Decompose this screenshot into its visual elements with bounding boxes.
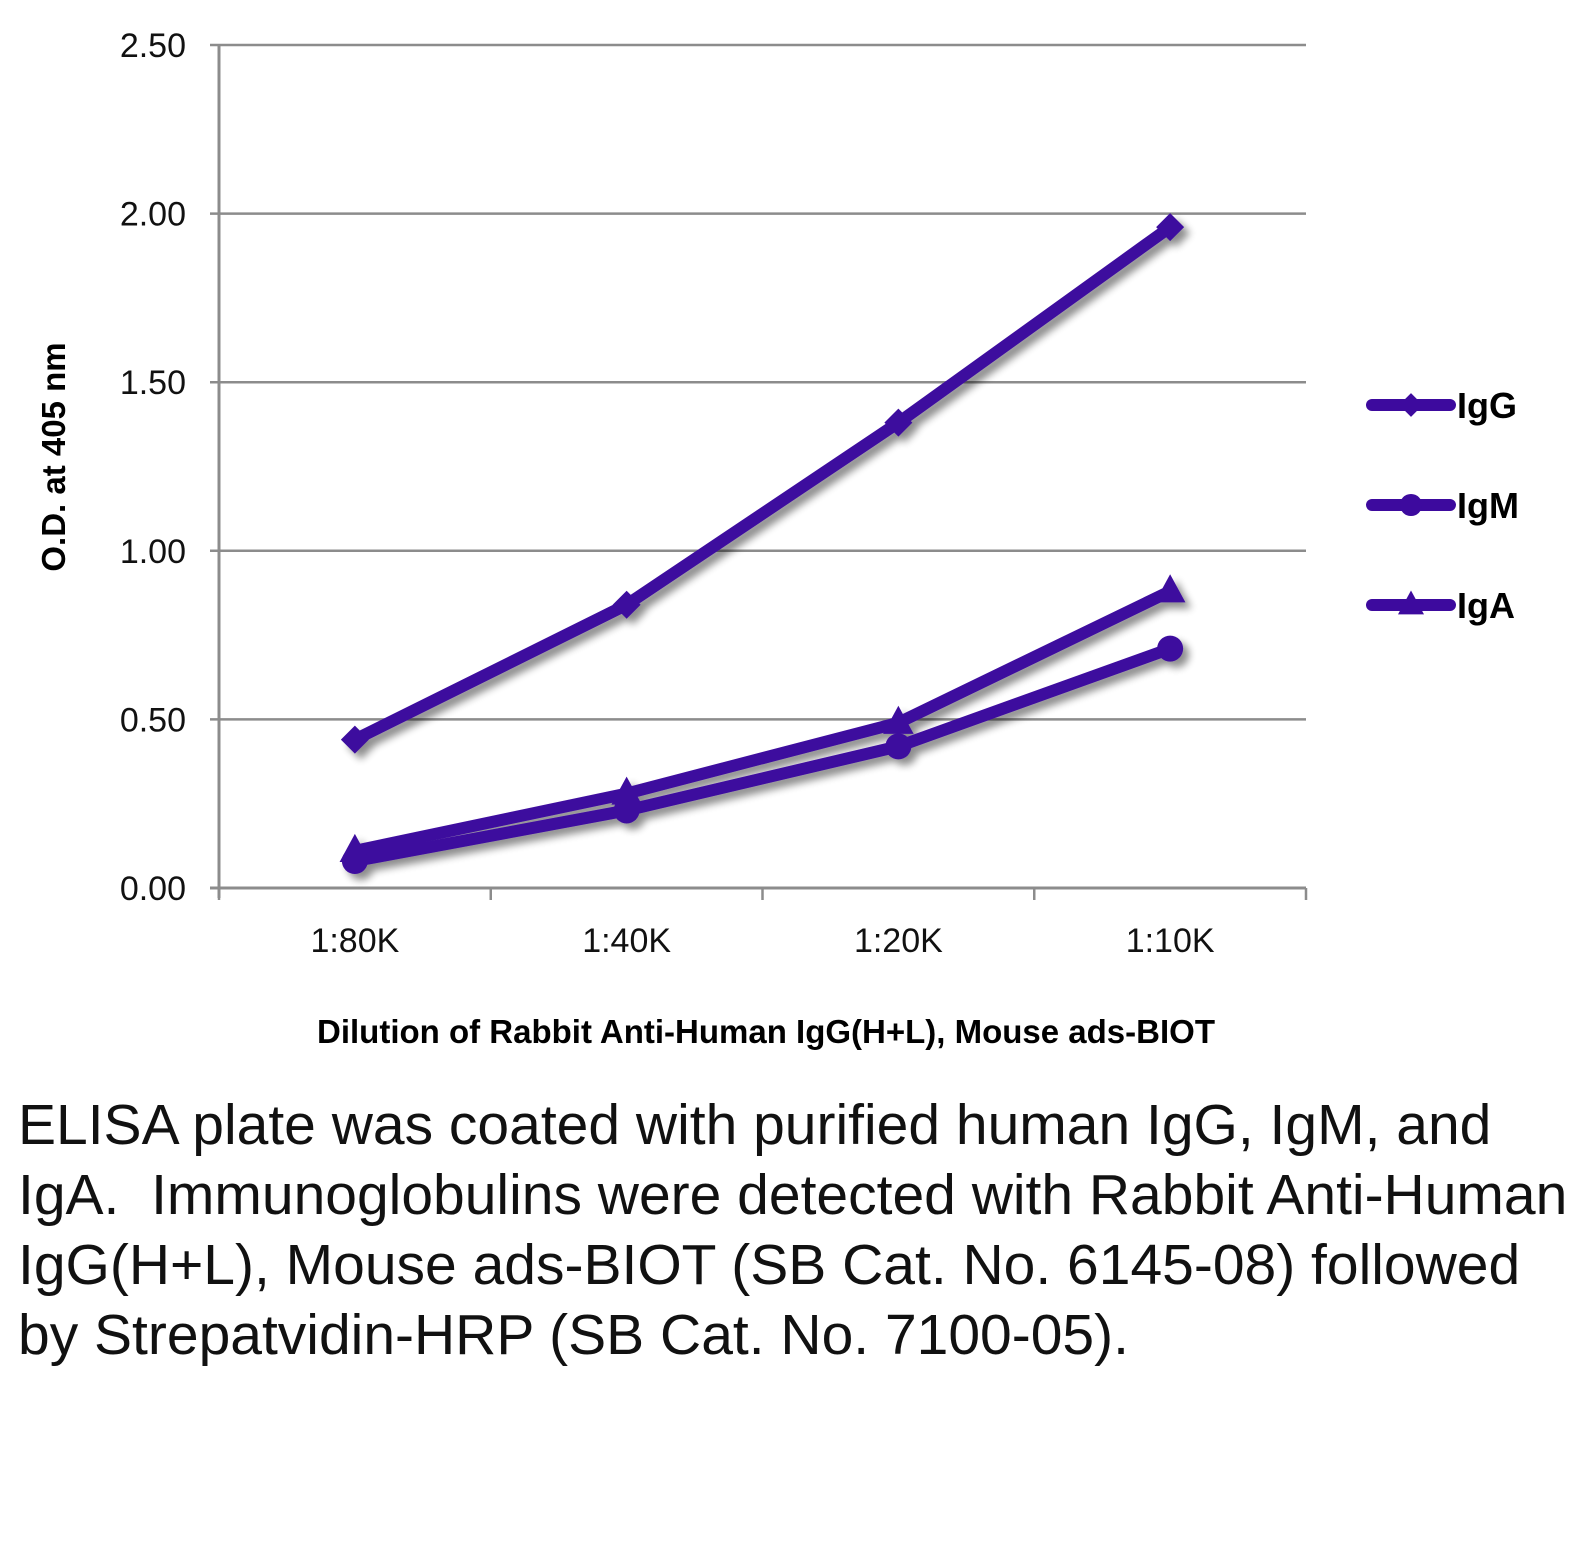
legend-marker-igm	[1399, 493, 1423, 517]
gridlines	[210, 43, 1306, 721]
y-tick-label: 1.50	[120, 364, 186, 402]
x-tick-label: 1:10K	[1126, 922, 1215, 960]
data-point-igg	[1156, 213, 1185, 242]
y-tick-label: 2.00	[120, 196, 186, 234]
legend-label-iga: IgA	[1457, 585, 1515, 626]
data-point-igg	[340, 725, 369, 754]
data-point-iga	[611, 776, 642, 805]
series-group	[339, 213, 1186, 875]
data-point-igg	[884, 408, 913, 437]
series-line-igg	[348, 221, 1177, 746]
y-tick-label: 1.00	[120, 533, 186, 571]
data-point-igm	[885, 733, 912, 760]
series-line-iga	[348, 585, 1177, 857]
data-point-igm	[1157, 635, 1184, 662]
data-point-iga	[339, 833, 371, 862]
series-line-igm	[348, 642, 1177, 868]
line-chart: 0.00 0.50 1.00 1.50 2.00 2.50 1:80K 1:40K 1:20K…	[35, 27, 1519, 1050]
y-tick-label: 0.00	[120, 870, 186, 908]
x-axis-title: Dilution of Rabbit Anti-Human IgG(H+L), …	[317, 1013, 1215, 1050]
figure-caption: ELISA plate was coated with purified hum…	[18, 1093, 1584, 1367]
legend-label-igm: IgM	[1457, 485, 1519, 526]
y-tick-label: 2.50	[120, 27, 186, 65]
data-point-igg	[612, 590, 641, 619]
x-tick-labels: 1:80K 1:40K 1:20K 1:10K	[310, 922, 1214, 960]
x-tick-label: 1:40K	[582, 922, 671, 960]
data-point-iga	[883, 705, 914, 734]
legend: IgG IgM IgA	[1366, 385, 1519, 626]
x-tick-label: 1:80K	[310, 922, 399, 960]
y-tick-labels: 0.00 0.50 1.00 1.50 2.00 2.50	[120, 27, 186, 908]
axes	[210, 45, 1308, 900]
y-tick-label: 0.50	[120, 701, 186, 739]
y-axis-title: O.D. at 405 nm	[35, 342, 72, 571]
x-tick-label: 1:20K	[854, 922, 943, 960]
legend-marker-igg	[1399, 393, 1423, 417]
legend-label-igg: IgG	[1457, 385, 1517, 426]
data-point-iga	[1154, 574, 1186, 603]
legend-marker-iga	[1397, 590, 1425, 615]
